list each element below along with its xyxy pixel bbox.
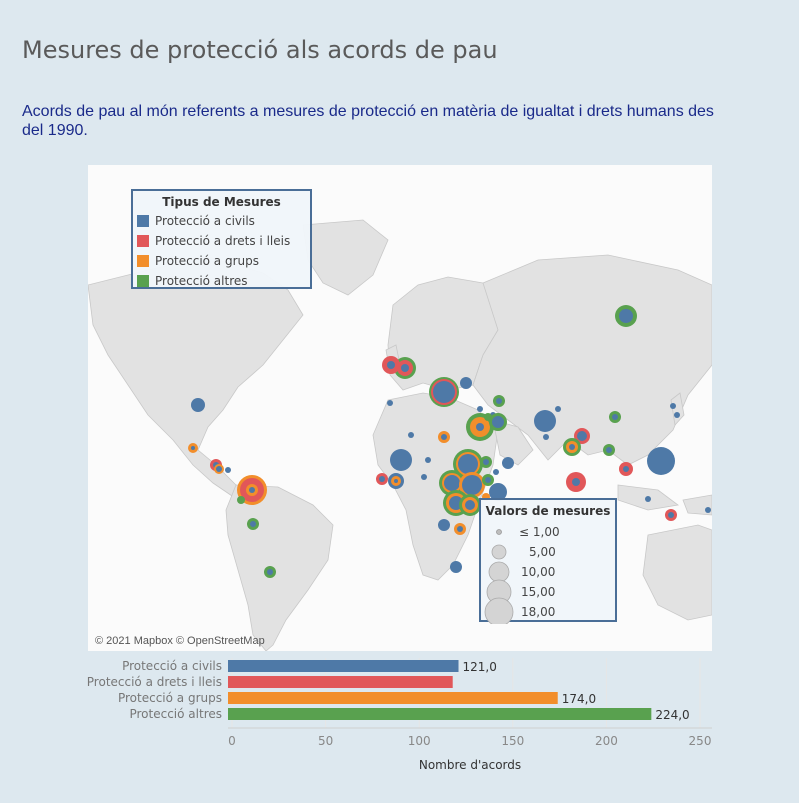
legend-item-altres[interactable]: Protecció altres xyxy=(133,271,310,291)
x-tick-label: 100 xyxy=(408,734,431,748)
x-tick-label: 0 xyxy=(228,734,236,748)
legend-size-marks: ≤ 1,00 5,00 10,00 15,00 18,00 xyxy=(484,525,560,624)
legend-label: Protecció a drets i lleis xyxy=(155,234,291,248)
bar[interactable] xyxy=(228,660,459,672)
category-label: Protecció a civils xyxy=(122,659,222,673)
map-canvas xyxy=(88,219,712,651)
category-label: Protecció altres xyxy=(129,707,222,721)
size-label-15: 15,00 xyxy=(521,585,555,599)
legend-swatch xyxy=(137,255,149,267)
legend-item-civils[interactable]: Protecció a civils xyxy=(133,211,310,231)
page-title: Mesures de protecció als acords de pau xyxy=(22,36,498,64)
world-map[interactable]: Tipus de Mesures Protecció a civils Prot… xyxy=(88,165,712,651)
legend-label: Protecció a grups xyxy=(155,254,260,268)
legend-item-grups[interactable]: Protecció a grups xyxy=(133,251,310,271)
category-label: Protecció a drets i lleis xyxy=(87,675,222,689)
page-subtitle: Acords de pau al món referents a mesures… xyxy=(22,103,714,139)
legend-size-title: Valors de mesures xyxy=(485,504,611,518)
bar[interactable] xyxy=(228,708,652,720)
map-bubbles xyxy=(188,305,711,578)
size-label-5: 5,00 xyxy=(529,545,556,559)
legend-label: Protecció altres xyxy=(155,274,248,288)
size-circle-18 xyxy=(484,597,514,624)
bar[interactable] xyxy=(228,676,453,688)
bar-chart: Protecció a civils 121,0 Protecció a drets… xyxy=(0,652,799,799)
size-label-18: 18,00 xyxy=(521,605,555,619)
legend-swatch xyxy=(137,275,149,287)
legend-swatch xyxy=(137,235,149,247)
bar-value-label: 174,0 xyxy=(562,692,596,706)
bar-value-label: 121,0 xyxy=(463,660,497,674)
legend-measure-values: Valors de mesures ≤ 1,00 5,00 10,00 15,0… xyxy=(479,498,617,624)
x-tick-label: 50 xyxy=(318,734,333,748)
category-label: Protecció a grups xyxy=(118,691,222,705)
size-circle-1 xyxy=(496,529,502,535)
size-label-10: 10,00 xyxy=(521,565,555,579)
legend-measure-types: Tipus de Mesures Protecció a civils Prot… xyxy=(131,189,312,289)
x-axis-title: Nombre d'acords xyxy=(419,758,521,772)
x-tick-label: 200 xyxy=(595,734,618,748)
x-tick-label: 250 xyxy=(689,734,712,748)
map-attribution[interactable]: © 2021 Mapbox © OpenStreetMap xyxy=(95,635,265,647)
legend-label: Protecció a civils xyxy=(155,214,255,228)
legend-swatch xyxy=(137,215,149,227)
legend-item-drets[interactable]: Protecció a drets i lleis xyxy=(133,231,310,251)
bar-value-label: 224,0 xyxy=(655,708,689,722)
size-label-1: ≤ 1,00 xyxy=(519,525,560,539)
legend-types-title: Tipus de Mesures xyxy=(162,195,281,209)
bar-chart-canvas: Protecció a civils 121,0 Protecció a drets… xyxy=(87,658,712,772)
size-circle-10 xyxy=(488,561,510,583)
bar[interactable] xyxy=(228,692,558,704)
x-tick-label: 150 xyxy=(501,734,524,748)
size-circle-5 xyxy=(491,544,507,560)
